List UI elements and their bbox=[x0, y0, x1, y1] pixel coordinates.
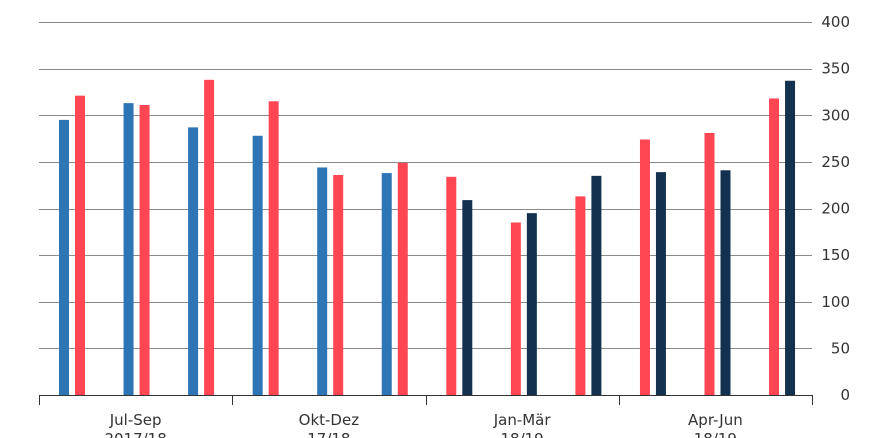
x-category-label: Apr-Jun bbox=[688, 411, 743, 429]
bar bbox=[785, 80, 796, 395]
bar bbox=[333, 174, 344, 395]
x-category-sublabel: 17/18 bbox=[307, 430, 350, 438]
bar bbox=[655, 172, 666, 395]
x-category-sublabel: 18/19 bbox=[501, 430, 544, 438]
y-tick-label: 250 bbox=[821, 153, 850, 171]
y-tick-label: 0 bbox=[840, 386, 850, 404]
y-tick-label: 200 bbox=[821, 200, 850, 218]
y-axis-labels: 0 50 100 150 200 250 300 350 400 bbox=[821, 13, 850, 404]
bar bbox=[268, 101, 279, 395]
bar bbox=[446, 176, 457, 395]
bar bbox=[123, 103, 134, 395]
bar bbox=[381, 173, 392, 395]
bar bbox=[59, 119, 69, 395]
bar bbox=[639, 139, 650, 395]
bar bbox=[139, 104, 150, 396]
x-axis-labels: Jul-Sep2017/18Okt-Dez17/18Jan-Mär18/19Ap… bbox=[104, 411, 742, 438]
bar bbox=[704, 132, 715, 395]
bar bbox=[510, 222, 521, 395]
bar bbox=[252, 135, 263, 395]
bar bbox=[75, 95, 85, 396]
x-category-sublabel: 2017/18 bbox=[104, 430, 166, 438]
bar bbox=[188, 127, 199, 396]
y-tick-label: 350 bbox=[821, 60, 850, 78]
x-category-label: Jan-Mär bbox=[493, 411, 552, 429]
bar bbox=[575, 196, 586, 395]
gridlines bbox=[39, 22, 812, 349]
bars bbox=[59, 79, 796, 396]
y-tick-label: 300 bbox=[821, 106, 850, 124]
y-tick-label: 100 bbox=[821, 293, 850, 311]
x-category-label: Jul-Sep bbox=[109, 411, 162, 429]
bar bbox=[769, 98, 780, 396]
x-axis bbox=[39, 395, 813, 405]
bar bbox=[204, 79, 215, 395]
bar bbox=[526, 213, 537, 395]
x-category-label: Okt-Dez bbox=[299, 411, 360, 429]
x-category-sublabel: 18/19 bbox=[694, 430, 737, 438]
bar bbox=[317, 167, 328, 395]
y-tick-label: 50 bbox=[831, 339, 850, 357]
bar bbox=[720, 170, 731, 395]
bar bbox=[462, 200, 473, 395]
y-tick-label: 150 bbox=[821, 246, 850, 264]
bar bbox=[591, 175, 602, 395]
y-tick-label: 400 bbox=[821, 13, 850, 31]
bar bbox=[397, 162, 408, 395]
